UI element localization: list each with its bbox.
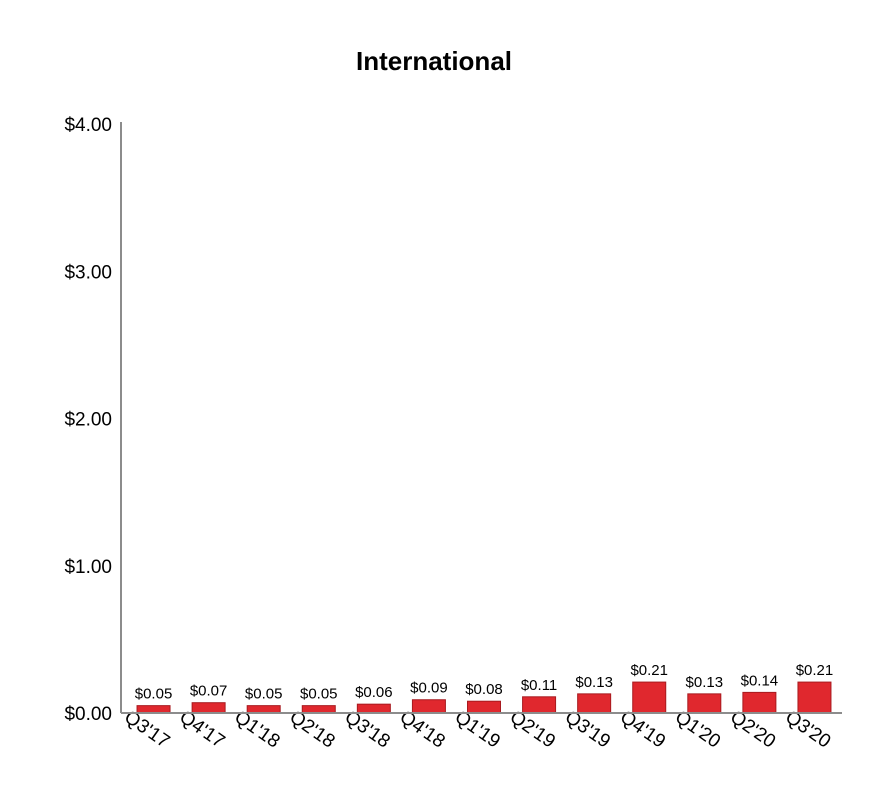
y-tick-label: $2.00 [64, 410, 112, 431]
bar [632, 681, 667, 714]
bar [467, 700, 501, 714]
bar-data-label: $0.13 [575, 674, 613, 691]
bar-data-label: $0.05 [135, 686, 173, 703]
bar-data-label: $0.13 [686, 674, 724, 691]
bar-data-label: $0.21 [796, 662, 834, 679]
y-tick-label: $3.00 [64, 262, 112, 283]
bar-data-labels: $0.05 $0.07 $0.05 $0.05 $0.06 $0.09 $0.08 $0.11… [135, 662, 833, 703]
bar [191, 702, 226, 714]
y-tick-label: $4.00 [64, 115, 112, 136]
bar [411, 699, 446, 714]
bar-data-label: $0.09 [410, 680, 448, 697]
y-tick-label: $1.00 [64, 557, 112, 578]
bar [687, 693, 722, 714]
bar [522, 696, 557, 714]
bar [301, 705, 336, 714]
bar [136, 705, 171, 714]
bar [577, 693, 612, 714]
bar-data-label: $0.05 [300, 686, 338, 703]
bar [742, 691, 777, 714]
chart-title: International [356, 46, 512, 76]
bar-data-label: $0.05 [245, 686, 283, 703]
bars [136, 681, 832, 714]
bar [356, 703, 391, 714]
y-axis-ticks: $0.00 $1.00 $2.00 $3.00 $4.00 [64, 115, 112, 725]
bar-data-label: $0.11 [521, 677, 557, 694]
bar [797, 681, 832, 714]
bar-data-label: $0.06 [355, 684, 393, 701]
bar-data-label: $0.21 [630, 662, 668, 679]
bar-data-label: $0.08 [465, 681, 503, 698]
y-tick-label: $0.00 [64, 704, 112, 725]
bar [246, 705, 281, 714]
bar-data-label: $0.07 [190, 683, 228, 700]
bar-data-label: $0.14 [741, 672, 779, 689]
